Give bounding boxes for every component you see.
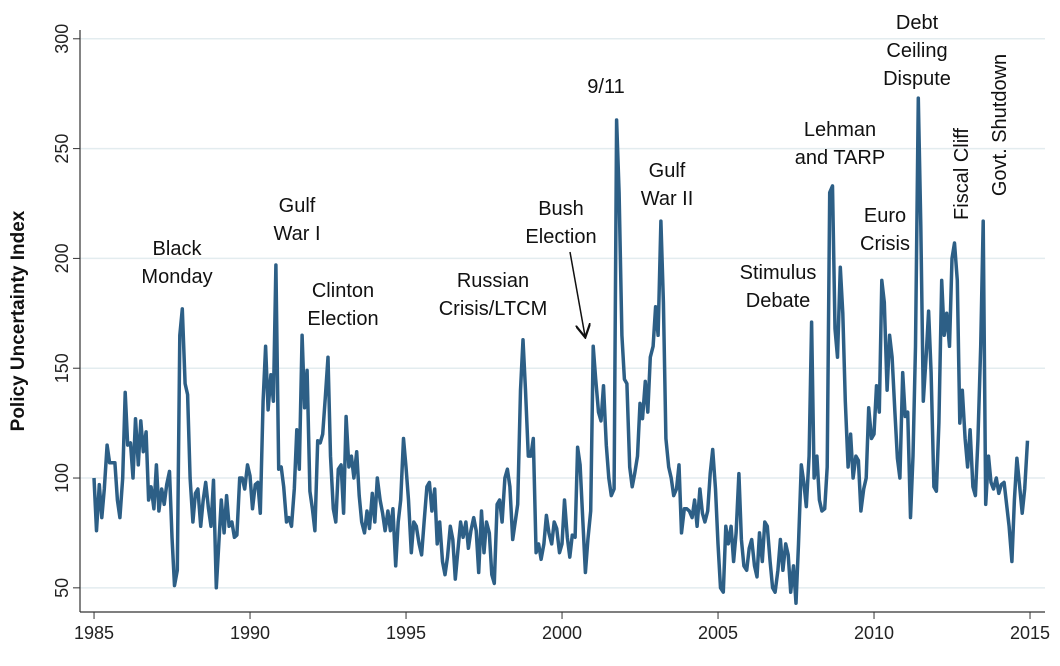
- y-tick-label: 150: [52, 353, 72, 383]
- annotation: Stimulus: [740, 262, 817, 284]
- annotation: Bush: [538, 198, 584, 220]
- annotation: Gulf: [279, 195, 316, 217]
- annotation: Gulf: [649, 160, 686, 182]
- annotation: Russian: [457, 270, 529, 292]
- annotation: Crisis: [860, 233, 910, 255]
- annotation: Lehman: [804, 119, 876, 141]
- annotation: Fiscal Cliff: [951, 128, 973, 220]
- annotation: 9/11: [587, 76, 624, 98]
- x-tick-label: 1985: [74, 623, 114, 643]
- annotation: Ceiling: [886, 40, 947, 62]
- annotation: Crisis/LTCM: [439, 298, 548, 320]
- annotation: Monday: [141, 266, 212, 288]
- annotation: Dispute: [883, 68, 951, 90]
- x-tick-label: 2015: [1010, 623, 1050, 643]
- x-tick-label: 2000: [542, 623, 582, 643]
- x-tick-label: 2010: [854, 623, 894, 643]
- annotation: Election: [307, 308, 378, 330]
- annotation: Euro: [864, 205, 906, 227]
- annotation: War II: [641, 188, 694, 210]
- annotation: Debate: [746, 290, 811, 312]
- y-tick-label: 250: [52, 134, 72, 164]
- x-tick-label: 1995: [386, 623, 426, 643]
- annotation: Election: [525, 226, 596, 248]
- y-tick-label: 300: [52, 24, 72, 54]
- annotation-arrow: [569, 251, 585, 336]
- x-tick-label: 2005: [698, 623, 738, 643]
- annotation: Black: [153, 238, 203, 260]
- annotation: and TARP: [795, 147, 885, 169]
- data-line: [92, 96, 1030, 605]
- annotation: Debt: [896, 12, 939, 34]
- annotation: Clinton: [312, 280, 374, 302]
- y-axis-label: Policy Uncertainty Index: [8, 210, 29, 431]
- annotation: War I: [273, 223, 320, 245]
- annotation: Govt. Shutdown: [989, 54, 1011, 196]
- y-tick-label: 100: [52, 463, 72, 493]
- y-tick-label: 200: [52, 243, 72, 273]
- x-tick-label: 1990: [230, 623, 270, 643]
- y-tick-label: 50: [52, 578, 72, 598]
